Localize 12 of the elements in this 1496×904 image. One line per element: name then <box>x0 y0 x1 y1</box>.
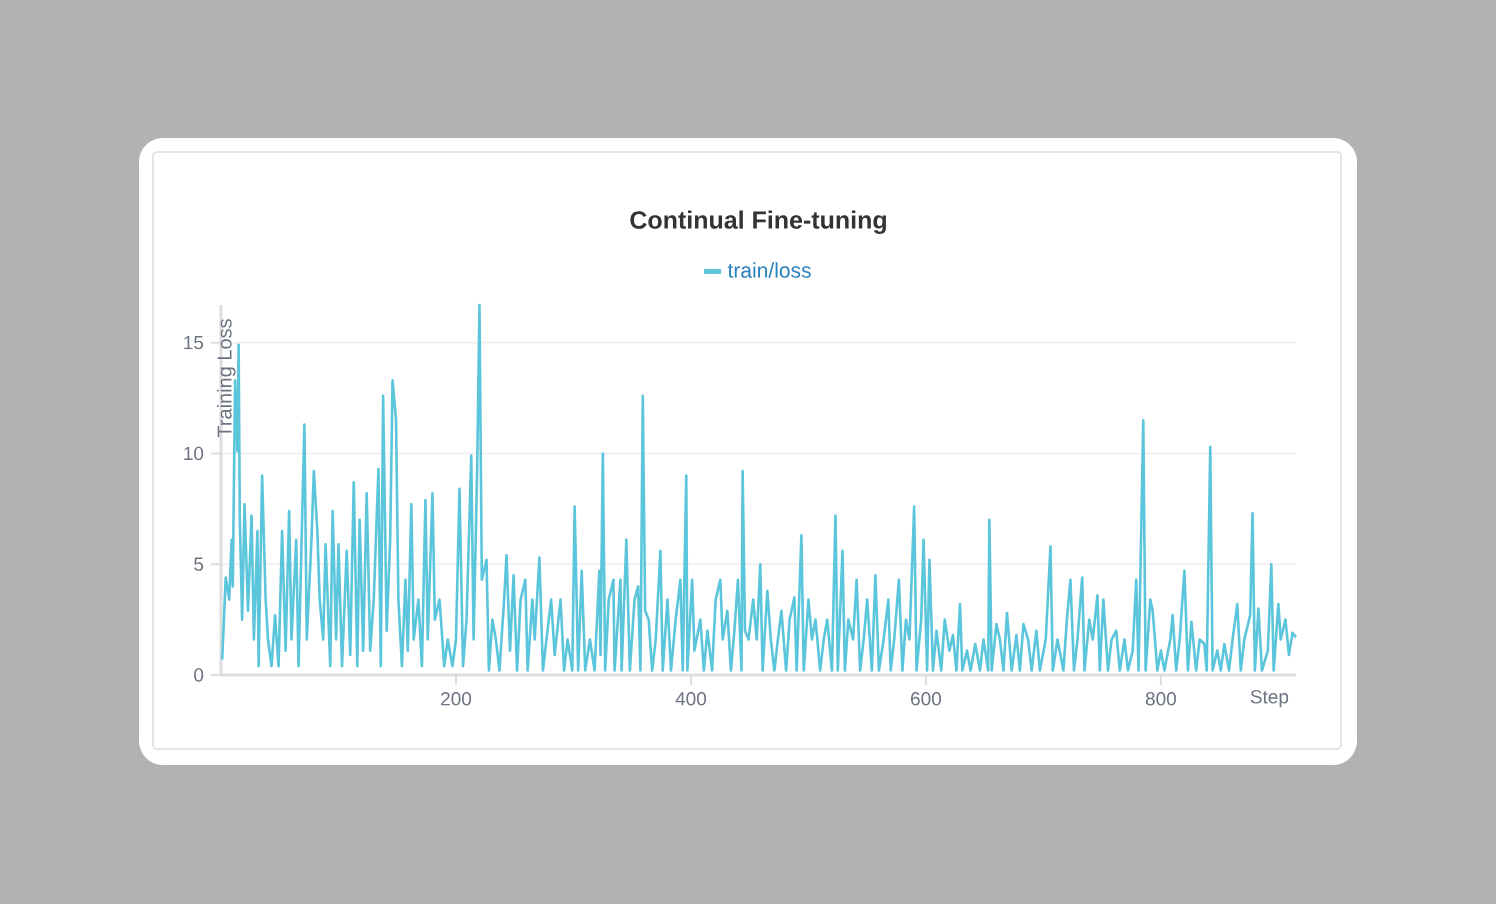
y-tick-label: 10 <box>184 446 204 461</box>
x-tick-label: 600 <box>911 692 942 706</box>
x-tick-label: 400 <box>675 692 707 706</box>
x-tick-label: 200 <box>441 692 472 706</box>
x-axis-title: Step <box>1250 690 1289 708</box>
y-axis-title: Training Loss <box>216 319 236 438</box>
chart-title: Continual Fine-tuning <box>630 210 886 234</box>
legend-label: train/loss <box>727 262 811 278</box>
y-tick-label: 0 <box>194 668 204 682</box>
y-tick-label: 5 <box>194 557 204 571</box>
x-tick-label: 800 <box>1145 692 1176 706</box>
y-tick-label: 15 <box>184 336 204 350</box>
